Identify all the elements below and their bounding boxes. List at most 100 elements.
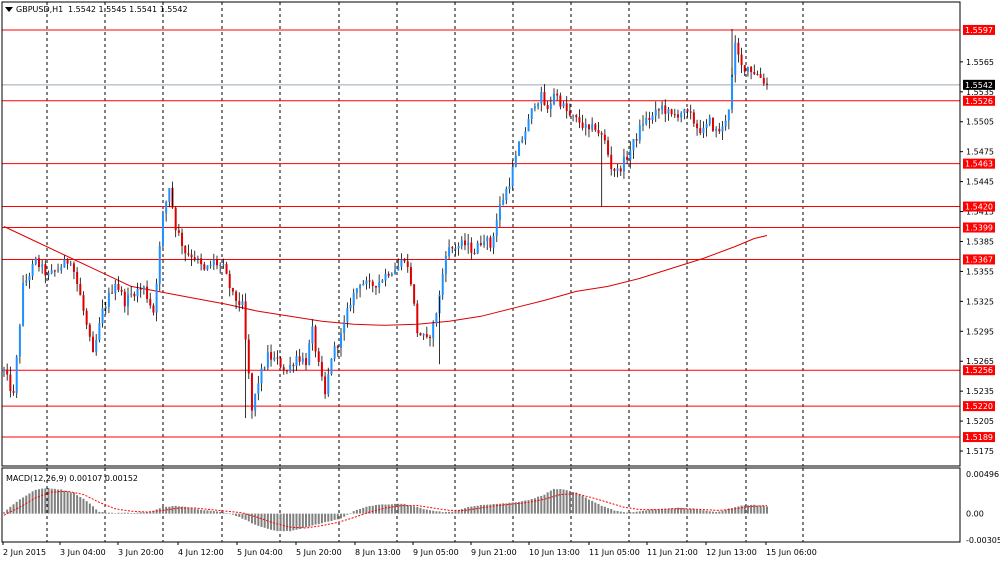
macd-histogram-bar: [28, 493, 31, 514]
macd-histogram-bar: [203, 510, 206, 514]
x-tick-label: 12 Jun 13:00: [706, 548, 757, 557]
macd-histogram-bar: [136, 512, 139, 514]
candle-body: [384, 273, 387, 281]
macd-histogram-bar: [25, 495, 28, 514]
candle-body: [657, 109, 660, 111]
candle-body: [123, 291, 126, 307]
macd-histogram-bar: [3, 512, 5, 514]
candle-body: [225, 264, 228, 274]
candle-body: [473, 252, 476, 254]
candle-body: [378, 282, 381, 288]
macd-histogram-bar: [502, 503, 505, 514]
candle-body: [607, 140, 610, 155]
y-tick-label: 1.5475: [966, 148, 994, 157]
macd-histogram-bar: [457, 510, 460, 514]
x-tick-label: 3 Jun 04:00: [60, 548, 106, 557]
macd-histogram-bar: [425, 509, 428, 514]
candle-body: [311, 326, 314, 344]
candle-body: [244, 301, 247, 340]
candle-body: [359, 285, 362, 289]
candle-body: [12, 391, 15, 393]
macd-histogram-bar: [619, 511, 622, 514]
macd-histogram-bar: [422, 509, 425, 514]
candle-body: [50, 270, 53, 274]
candle-body: [429, 336, 432, 339]
candle-body: [467, 242, 470, 246]
macd-histogram-bar: [511, 502, 514, 514]
macd-histogram-bar: [165, 506, 168, 514]
x-tick-label: 5 Jun 20:00: [296, 548, 342, 557]
candle-body: [645, 118, 648, 124]
candle-body: [273, 357, 276, 360]
y-tick-label: 1.5445: [966, 178, 994, 187]
candle-body: [336, 346, 339, 348]
macd-histogram-bar: [343, 513, 346, 517]
candle-body: [616, 168, 619, 171]
macd-histogram-bar: [766, 506, 768, 514]
macd-histogram-bar: [98, 511, 101, 514]
macd-histogram-bar: [702, 510, 705, 514]
macd-histogram-bar: [390, 504, 393, 514]
candle-body: [222, 264, 225, 266]
macd-histogram-bar: [543, 494, 546, 514]
macd-histogram-bar: [177, 506, 180, 514]
macd-histogram-bar: [581, 495, 584, 514]
candle-body: [25, 280, 28, 283]
macd-histogram-bar: [746, 505, 749, 514]
macd-histogram-bar: [241, 513, 244, 519]
macd-histogram-bar: [142, 512, 145, 514]
level-price-label: 1.5367: [965, 255, 993, 264]
candle-body: [196, 258, 199, 260]
candle-body: [724, 120, 727, 127]
macd-histogram-bar: [594, 502, 597, 514]
macd-histogram-bar: [463, 508, 466, 514]
x-tick-label: 9 Jun 05:00: [413, 548, 459, 557]
candle-body: [142, 286, 145, 290]
macd-histogram-bar: [409, 505, 412, 514]
macd-histogram-bar: [117, 512, 120, 514]
macd-histogram-bar: [244, 513, 247, 520]
macd-histogram-bar: [196, 509, 199, 514]
candle-body: [187, 253, 190, 255]
x-tick-label: 2 Jun 2015: [3, 548, 46, 557]
candle-layer: [3, 28, 768, 419]
macd-histogram-bar: [53, 488, 56, 514]
candle-body: [591, 124, 594, 130]
candle-body: [476, 243, 479, 254]
y-tick-label: 1.5205: [966, 417, 994, 426]
candle-body: [708, 117, 711, 125]
candle-body: [339, 333, 342, 348]
candle-body: [568, 111, 571, 116]
candle-body: [216, 259, 219, 266]
macd-histogram-bar: [47, 488, 50, 514]
macd-histogram-bar: [438, 511, 441, 514]
macd-histogram-bar: [705, 510, 708, 514]
macd-histogram-bar: [225, 512, 228, 514]
candle-body: [263, 367, 266, 369]
candle-body: [241, 301, 244, 306]
macd-histogram-bar: [559, 489, 562, 514]
macd-histogram-bar: [79, 496, 82, 514]
collapse-triangle-icon[interactable]: [5, 7, 13, 12]
macd-histogram-bar: [572, 491, 575, 514]
level-price-box: [963, 158, 995, 169]
macd-histogram-bar: [298, 513, 301, 530]
candle-body: [107, 292, 110, 307]
macd-histogram-bar: [311, 513, 314, 526]
candle-body: [101, 308, 104, 324]
level-price-box: [963, 24, 995, 35]
candle-body: [766, 83, 768, 85]
candle-body: [654, 109, 657, 116]
macd-histogram-bar: [6, 509, 9, 514]
macd-histogram-bar: [85, 501, 88, 514]
macd-histogram-bar: [216, 511, 219, 514]
candle-body: [718, 128, 721, 132]
y-tick-label: 1.5175: [966, 447, 994, 456]
macd-histogram-bar: [530, 499, 533, 514]
macd-histogram-bar: [432, 510, 435, 514]
candle-body: [406, 261, 409, 267]
macd-histogram-bar: [613, 510, 616, 514]
candle-body: [190, 254, 193, 258]
macd-panel-border: [1, 467, 961, 543]
